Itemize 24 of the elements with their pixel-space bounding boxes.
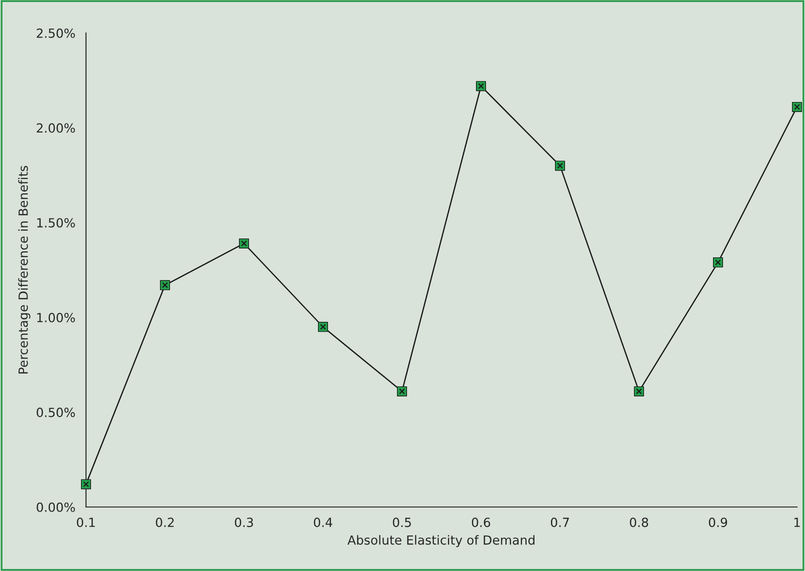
x-tick-label: 0.8 [630,518,648,528]
point [554,160,566,171]
y-tick-label: 2.50% [36,28,75,38]
y-tick-label: 1.50% [37,218,75,228]
x-axis-title: Absolute Elasticity of Demand [348,535,534,548]
x-tick-label: 0.7 [550,518,569,528]
x-tick-label: 1 [794,518,800,527]
point [80,479,92,490]
x-tick-label: 0.3 [234,518,253,528]
point [396,386,408,396]
x-tick-label: 0.9 [708,518,728,528]
y-axis-title: Percentage Difference in Benefits [18,166,30,374]
y-tick-label: 0.00% [36,502,75,512]
point [318,322,328,332]
x-tick-label: 0.2 [156,518,174,528]
point [634,386,644,396]
x-tick-label: 0.5 [392,518,411,528]
x-tick-label: 0.1 [76,518,95,528]
x-tick-label: 0.6 [472,518,490,528]
y-tick-label: 2.00% [36,123,75,133]
x-tick-label: 0.4 [314,518,332,528]
point [160,280,170,290]
y-tick-label: 1.00% [37,312,75,322]
y-tick-label: 0.50% [36,408,75,418]
